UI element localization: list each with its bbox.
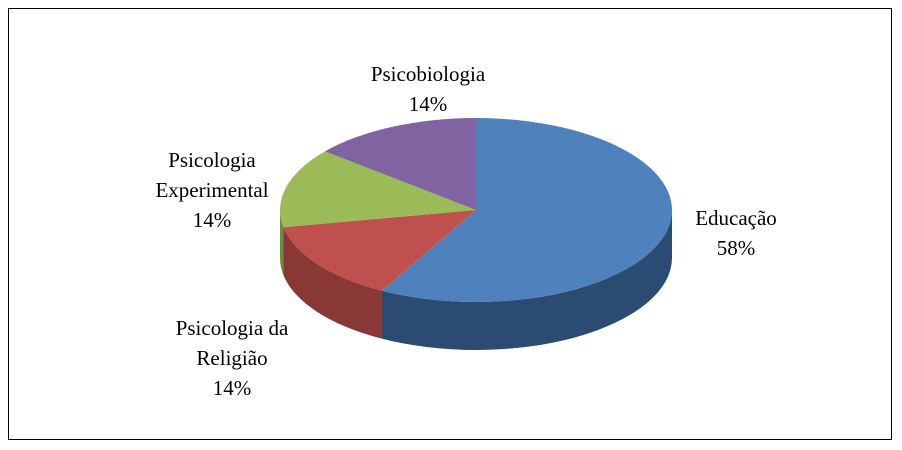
- slice-side: [280, 210, 284, 276]
- slice-side: [283, 227, 382, 339]
- category-label: Psicobiologia: [370, 62, 486, 86]
- value-label: 58%: [716, 236, 756, 260]
- category-label: Educação: [695, 206, 777, 230]
- data-label: Psicologia Experimental 14%: [142, 145, 282, 235]
- category-label: Psicologia Experimental: [155, 148, 269, 202]
- slice: [283, 210, 476, 291]
- value-label: 14%: [212, 376, 252, 400]
- category-label: Psicologia da Religião: [175, 316, 289, 370]
- slice-side: [381, 210, 672, 350]
- slice: [280, 151, 476, 228]
- value-label: 14%: [192, 208, 232, 232]
- value-label: 14%: [408, 92, 448, 116]
- data-label: Psicologia da Religião 14%: [152, 313, 312, 403]
- slice: [324, 118, 476, 210]
- chart-frame: [8, 8, 892, 440]
- data-label: Psicobiologia 14%: [348, 59, 508, 119]
- slice: [381, 118, 672, 302]
- data-label: Educação 58%: [676, 203, 796, 263]
